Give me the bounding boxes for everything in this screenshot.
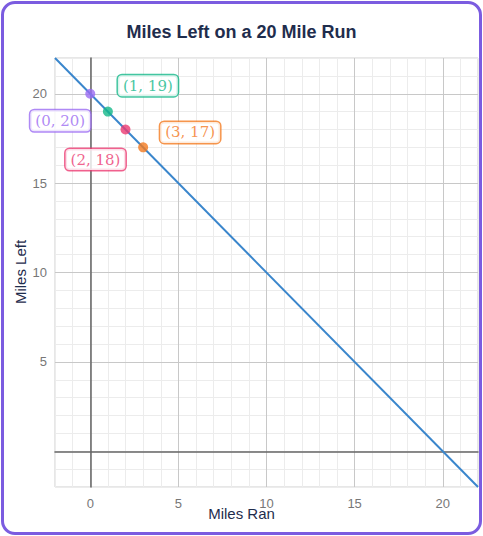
svg-text:10: 10 — [33, 265, 47, 280]
svg-text:(0, 20): (0, 20) — [35, 112, 85, 130]
svg-text:20: 20 — [33, 86, 47, 101]
svg-text:5: 5 — [40, 354, 47, 369]
svg-text:20: 20 — [436, 496, 450, 511]
svg-text:15: 15 — [347, 496, 361, 511]
svg-text:15: 15 — [33, 176, 47, 191]
svg-text:Miles Ran: Miles Ran — [208, 505, 275, 522]
svg-text:Miles Left on a 20 Mile Run: Miles Left on a 20 Mile Run — [126, 22, 356, 42]
svg-text:(2, 18): (2, 18) — [71, 151, 121, 169]
svg-text:(1, 19): (1, 19) — [123, 77, 173, 95]
svg-text:5: 5 — [175, 496, 182, 511]
svg-text:10: 10 — [259, 496, 273, 511]
svg-text:Miles Left: Miles Left — [12, 239, 29, 304]
svg-text:0: 0 — [87, 496, 94, 511]
svg-text:(3, 17): (3, 17) — [165, 123, 215, 141]
